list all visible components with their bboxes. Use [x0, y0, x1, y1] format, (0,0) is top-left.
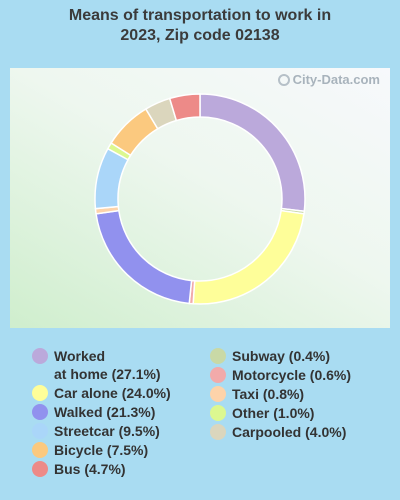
legend-label: Bicycle (7.5%): [54, 442, 149, 458]
legend-label: Motorcycle (0.6%): [232, 367, 352, 383]
legend-label: Carpooled (4.0%): [232, 424, 347, 440]
legend-swatch: [32, 404, 48, 420]
legend-swatch: [32, 442, 48, 458]
legend-label: Subway (0.4%): [232, 348, 331, 364]
legend-label: Walked (21.3%): [54, 404, 156, 420]
magnifier-icon: [277, 73, 290, 86]
legend-label: Bus (4.7%): [54, 461, 126, 477]
legend-label: Streetcar (9.5%): [54, 423, 160, 439]
chart-title-line1: Means of transportation to work in: [68, 7, 332, 24]
slice-worked-at-home: [199, 93, 306, 213]
legend-swatch: [32, 461, 48, 477]
legend-item-bicycle: Bicycle (7.5%): [32, 441, 171, 459]
legend-swatch: [210, 386, 226, 402]
legend-swatch: [210, 348, 226, 364]
legend-label: Taxi (0.8%): [232, 386, 305, 402]
legend-item-streetcar: Streetcar (9.5%): [32, 422, 171, 440]
legend-swatch: [210, 405, 226, 421]
legend-item-worked-at-home: Worked at home (27.1%): [32, 347, 171, 383]
legend-label: Worked: [54, 348, 106, 364]
legend-swatch: [32, 423, 48, 439]
chart-title-line2: 2023, Zip code 02138: [120, 27, 280, 44]
legend-item-bus: Bus (4.7%): [32, 460, 171, 478]
chart-title: Means of transportation to work in 2023,…: [0, 6, 400, 46]
legend-label: Other (1.0%): [232, 405, 315, 421]
legend-item-taxi: Taxi (0.8%): [210, 385, 351, 403]
slice-car-alone: [192, 209, 305, 305]
legend-item-car-alone: Car alone (24.0%): [32, 384, 171, 402]
legend-item-carpooled: Carpooled (4.0%): [210, 423, 351, 441]
legend-item-subway: Subway (0.4%): [210, 347, 351, 365]
slice-bus: [168, 93, 201, 122]
legend-swatch: [210, 424, 226, 440]
legend-swatch: [210, 367, 226, 383]
legend-swatch: [32, 348, 48, 364]
legend-item-walked: Walked (21.3%): [32, 403, 171, 421]
legend-column-1: Worked at home (27.1%) Car alone (24.0%)…: [32, 347, 171, 479]
legend-swatch: [32, 385, 48, 401]
legend-label: Car alone (24.0%): [54, 385, 171, 401]
legend-item-other: Other (1.0%): [210, 404, 351, 422]
watermark: City-Data.com: [277, 72, 380, 87]
watermark-text: City-Data.com: [292, 72, 380, 87]
slice-walked: [95, 209, 193, 305]
legend-column-2: Subway (0.4%) Motorcycle (0.6%) Taxi (0.…: [210, 347, 351, 442]
legend-label-line2: at home (27.1%): [54, 366, 161, 382]
legend-item-motorcycle: Motorcycle (0.6%): [210, 366, 351, 384]
